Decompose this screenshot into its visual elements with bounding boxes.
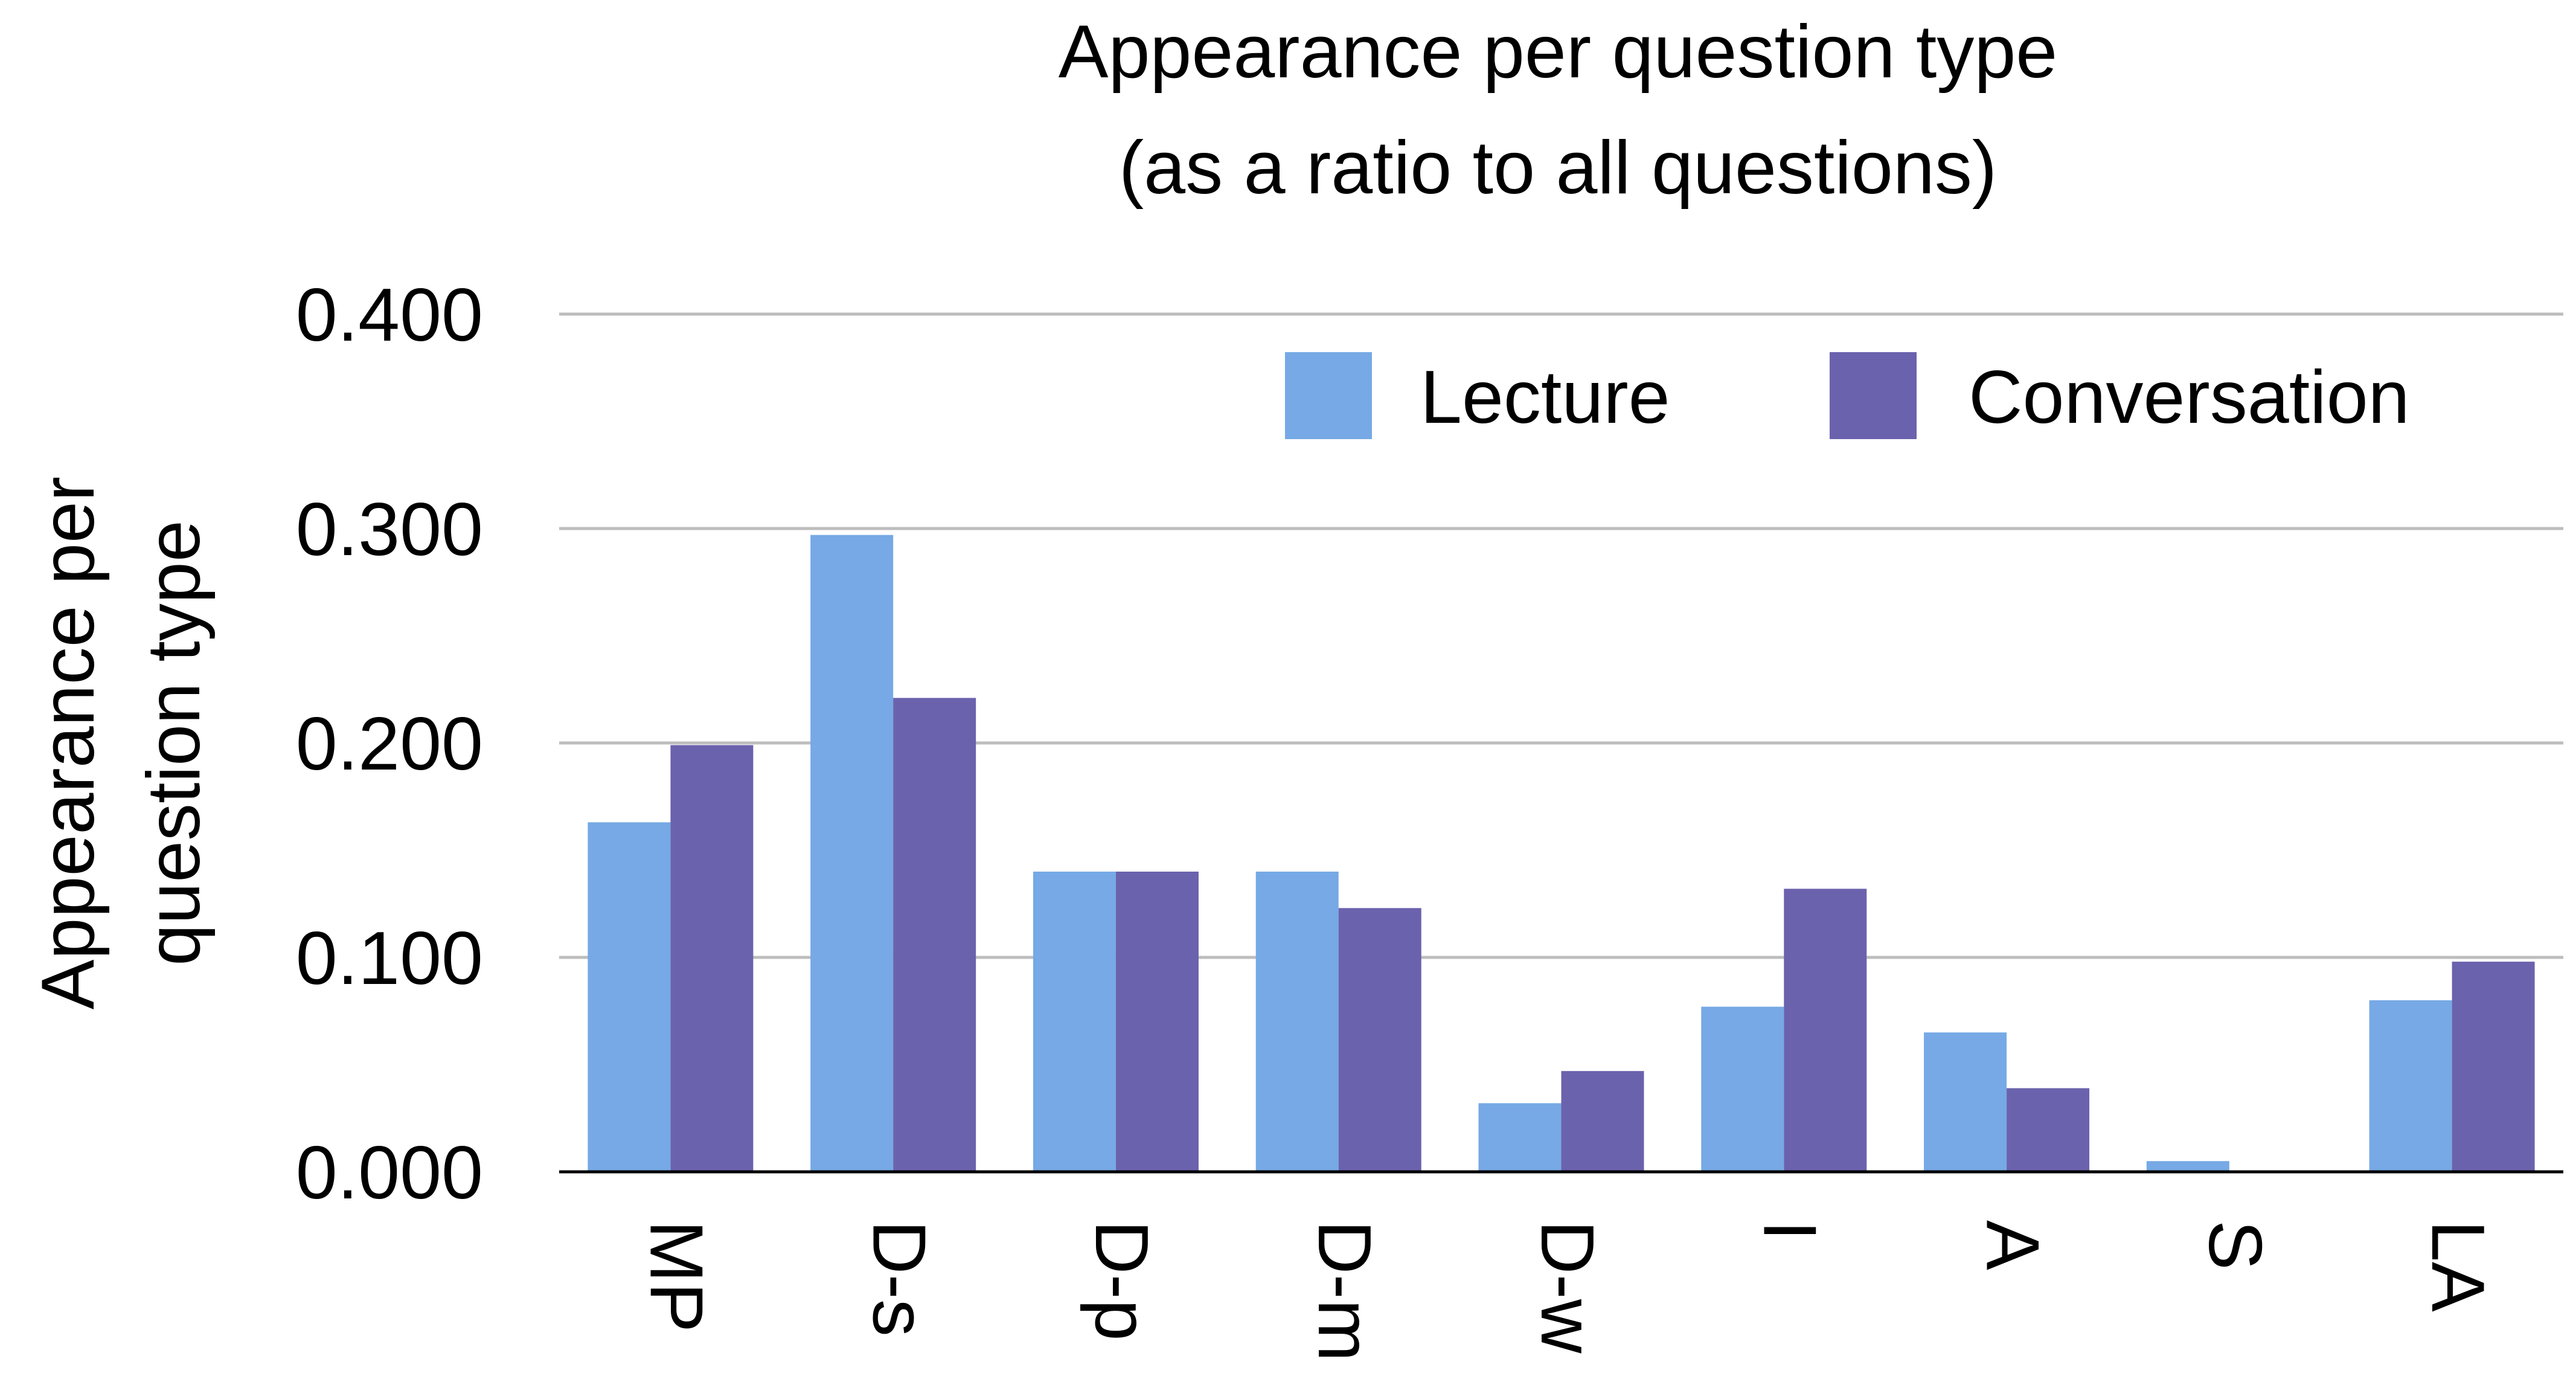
bar-conversation-d-p	[1115, 872, 1199, 1172]
bar-lecture-a	[1924, 1032, 2007, 1172]
x-tick-label-d-w: D-w	[1525, 1220, 1609, 1354]
x-tick-label-i: I	[1748, 1220, 1831, 1241]
bar-conversation-d-w	[1561, 1071, 1644, 1172]
y-tick-label-0: 0.000	[296, 1131, 483, 1215]
legend-swatch-lecture	[1285, 352, 1372, 439]
bar-conversation-d-s	[893, 698, 976, 1172]
y-axis-title: Appearance per question type	[27, 477, 216, 1009]
bar-lecture-la	[2369, 1000, 2452, 1172]
x-tick-label-a: A	[1970, 1220, 2054, 1270]
x-tick-label-d-p: D-p	[1080, 1220, 1163, 1341]
y-tick-label-2: 0.200	[296, 702, 483, 786]
bar-lecture-d-p	[1033, 872, 1116, 1172]
x-tick-label-d-s: D-s	[857, 1220, 940, 1337]
chart-title-line-1: Appearance per question type	[1059, 10, 2058, 94]
x-tick-label-d-m: D-m	[1302, 1220, 1386, 1361]
legend-swatch-conversation	[1830, 352, 1917, 439]
y-axis-title-line-1: Appearance per	[27, 477, 110, 1009]
y-axis-title-line-2: question type	[132, 520, 216, 966]
bars	[588, 535, 2535, 1172]
bar-conversation-la	[2452, 962, 2535, 1172]
bar-lecture-d-m	[1255, 872, 1339, 1172]
x-tick-label-s: S	[2193, 1220, 2276, 1270]
bar-conversation-a	[2007, 1088, 2090, 1172]
bar-conversation-i	[1784, 889, 1867, 1172]
bar-lecture-i	[1701, 1006, 1784, 1172]
y-tick-label-3: 0.300	[296, 488, 483, 571]
legend: Lecture Conversation	[1285, 352, 2410, 439]
x-tick-label-la: LA	[2416, 1220, 2499, 1312]
x-axis-ticks: MP D-s D-p D-m D-w I A S LA	[635, 1220, 2499, 1361]
legend-label-conversation: Conversation	[1969, 356, 2410, 439]
y-axis-ticks: 0.000 0.100 0.200 0.300 0.400	[296, 274, 483, 1215]
bar-lecture-d-w	[1478, 1103, 1562, 1172]
bar-conversation-mp	[670, 745, 754, 1172]
bar-lecture-s	[2146, 1161, 2229, 1172]
chart-title-line-2: (as a ratio to all questions)	[1119, 126, 1997, 210]
y-tick-label-1: 0.100	[296, 917, 483, 1000]
bar-conversation-d-m	[1338, 908, 1421, 1172]
legend-label-lecture: Lecture	[1420, 356, 1670, 439]
x-tick-label-mp: MP	[635, 1220, 718, 1332]
bar-lecture-d-s	[810, 535, 894, 1172]
bar-lecture-mp	[588, 822, 671, 1172]
y-tick-label-4: 0.400	[296, 274, 483, 357]
